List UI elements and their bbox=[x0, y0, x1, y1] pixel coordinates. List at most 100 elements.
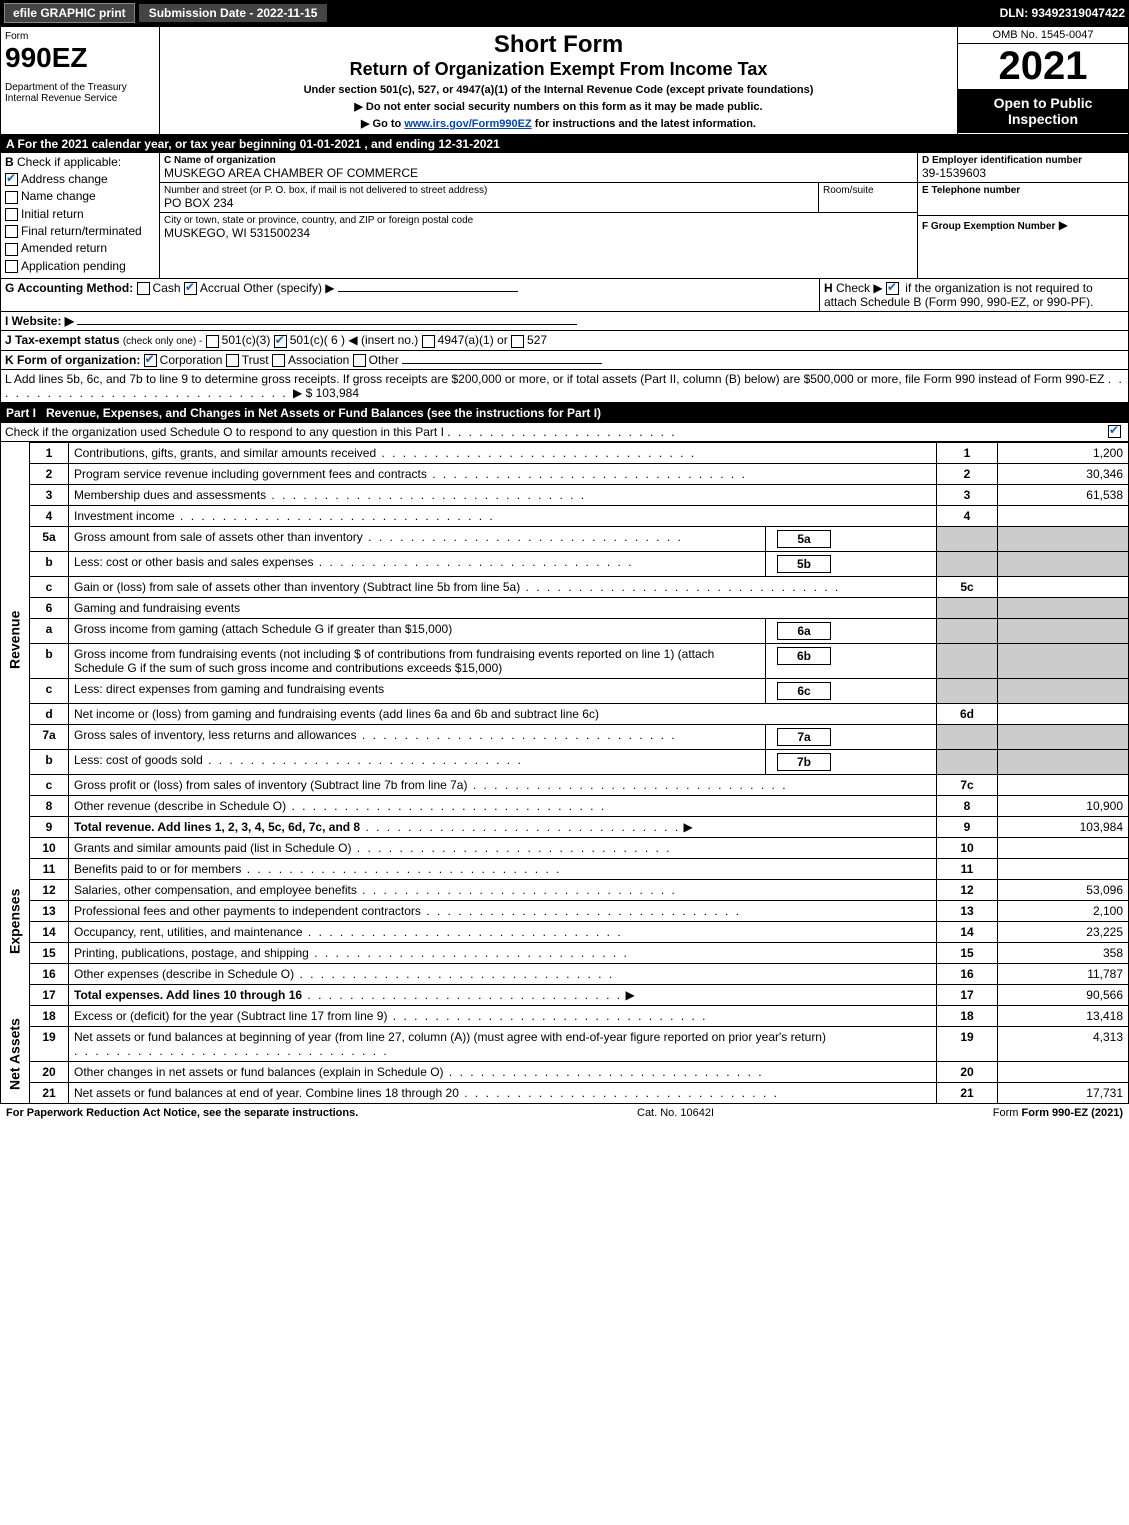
instructions-link-line: ▶ Go to www.irs.gov/Form990EZ for instru… bbox=[164, 117, 953, 130]
chk-501c[interactable] bbox=[274, 335, 287, 348]
line-6a-num: a bbox=[30, 618, 69, 643]
org-street: PO BOX 234 bbox=[164, 196, 814, 210]
line-15-box: 15 bbox=[937, 942, 998, 963]
line-18-desc: Excess or (deficit) for the year (Subtra… bbox=[74, 1009, 387, 1023]
form-number: 990EZ bbox=[5, 42, 155, 74]
k-o1: Corporation bbox=[160, 353, 223, 367]
omb-number: OMB No. 1545-0047 bbox=[958, 27, 1128, 44]
line-6b-desc: Gross income from fundraising events (no… bbox=[74, 647, 714, 675]
part-i-table: Revenue 1 Contributions, gifts, grants, … bbox=[0, 442, 1129, 1104]
c-city-label: City or town, state or province, country… bbox=[164, 215, 913, 226]
line-15-num: 15 bbox=[30, 942, 69, 963]
efile-print-button[interactable]: efile GRAPHIC print bbox=[4, 3, 135, 23]
i-label: I Website: ▶ bbox=[5, 314, 74, 328]
opt-name-change: Name change bbox=[21, 189, 96, 203]
chk-amended-return[interactable] bbox=[5, 243, 18, 256]
chk-4947[interactable] bbox=[422, 335, 435, 348]
submission-date: Submission Date - 2022-11-15 bbox=[139, 4, 328, 22]
ein: 39-1539603 bbox=[922, 166, 1124, 180]
line-10: Expenses 10 Grants and similar amounts p… bbox=[1, 837, 1129, 858]
line-9-desc: Total revenue. Add lines 1, 2, 3, 4, 5c,… bbox=[74, 820, 360, 834]
line-17-box: 17 bbox=[937, 984, 998, 1005]
chk-trust[interactable] bbox=[226, 354, 239, 367]
dept-label: Department of the Treasury Internal Reve… bbox=[5, 82, 155, 104]
line-6d: d Net income or (loss) from gaming and f… bbox=[1, 703, 1129, 724]
line-7b: b Less: cost of goods sold 7b bbox=[1, 749, 1129, 774]
line-13-desc: Professional fees and other payments to … bbox=[74, 904, 421, 918]
line-15: 15 Printing, publications, postage, and … bbox=[1, 942, 1129, 963]
k-o2: Trust bbox=[242, 353, 269, 367]
line-6d-box: 6d bbox=[937, 703, 998, 724]
line-5b-ibox: 5b bbox=[777, 555, 831, 573]
chk-accrual[interactable] bbox=[184, 282, 197, 295]
chk-other-org[interactable] bbox=[353, 354, 366, 367]
line-2-box: 2 bbox=[937, 463, 998, 484]
opt-address-change: Address change bbox=[21, 172, 108, 186]
line-11-desc: Benefits paid to or for members bbox=[74, 862, 241, 876]
chk-name-change[interactable] bbox=[5, 191, 18, 204]
line-10-num: 10 bbox=[30, 837, 69, 858]
chk-final-return[interactable] bbox=[5, 225, 18, 238]
c-street-label: Number and street (or P. O. box, if mail… bbox=[164, 185, 814, 196]
line-6d-amt bbox=[998, 703, 1129, 724]
j-label: J Tax-exempt status bbox=[5, 333, 120, 347]
line-5c-box: 5c bbox=[937, 576, 998, 597]
line-3-num: 3 bbox=[30, 484, 69, 505]
line-14-box: 14 bbox=[937, 921, 998, 942]
chk-cash[interactable] bbox=[137, 282, 150, 295]
chk-501c3[interactable] bbox=[206, 335, 219, 348]
vside-netassets: Net Assets bbox=[1, 1005, 30, 1103]
line-13-box: 13 bbox=[937, 900, 998, 921]
line-4-amt bbox=[998, 505, 1129, 526]
line-10-box: 10 bbox=[937, 837, 998, 858]
h-text: Check ▶ bbox=[836, 281, 883, 295]
part-i-check-text: Check if the organization used Schedule … bbox=[5, 425, 444, 439]
line-7c-num: c bbox=[30, 774, 69, 795]
line-20-desc: Other changes in net assets or fund bala… bbox=[74, 1065, 444, 1079]
chk-corp[interactable] bbox=[144, 354, 157, 367]
j-o4: 527 bbox=[527, 333, 547, 347]
line-1: Revenue 1 Contributions, gifts, grants, … bbox=[1, 442, 1129, 463]
line-12-amt: 53,096 bbox=[998, 879, 1129, 900]
chk-527[interactable] bbox=[511, 335, 524, 348]
line-21-num: 21 bbox=[30, 1082, 69, 1103]
form-word: Form bbox=[5, 31, 155, 42]
line-6a-desc: Gross income from gaming (attach Schedul… bbox=[74, 622, 452, 636]
line-19-amt: 4,313 bbox=[998, 1026, 1129, 1061]
line-8: 8 Other revenue (describe in Schedule O)… bbox=[1, 795, 1129, 816]
line-13: 13 Professional fees and other payments … bbox=[1, 900, 1129, 921]
chk-h[interactable] bbox=[886, 282, 899, 295]
line-1-desc: Contributions, gifts, grants, and simila… bbox=[74, 446, 376, 460]
chk-application-pending[interactable] bbox=[5, 260, 18, 273]
line-11: 11 Benefits paid to or for members 11 bbox=[1, 858, 1129, 879]
l-val: $ 103,984 bbox=[306, 386, 359, 400]
chk-assoc[interactable] bbox=[272, 354, 285, 367]
line-11-amt bbox=[998, 858, 1129, 879]
irs-link[interactable]: www.irs.gov/Form990EZ bbox=[404, 118, 531, 130]
chk-initial-return[interactable] bbox=[5, 208, 18, 221]
form-header: Form 990EZ Department of the Treasury In… bbox=[0, 26, 1129, 135]
line-12-desc: Salaries, other compensation, and employ… bbox=[74, 883, 357, 897]
line-13-amt: 2,100 bbox=[998, 900, 1129, 921]
line-21-box: 21 bbox=[937, 1082, 998, 1103]
line-5c-desc: Gain or (loss) from sale of assets other… bbox=[74, 580, 520, 594]
section-k: K Form of organization: Corporation Trus… bbox=[0, 351, 1129, 370]
line-6c: c Less: direct expenses from gaming and … bbox=[1, 678, 1129, 703]
line-3-amt: 61,538 bbox=[998, 484, 1129, 505]
line-1-num: 1 bbox=[30, 442, 69, 463]
part-i-checknote: Check if the organization used Schedule … bbox=[0, 423, 1129, 442]
line-6b: b Gross income from fundraising events (… bbox=[1, 643, 1129, 678]
line-5c-amt bbox=[998, 576, 1129, 597]
line-6b-num: b bbox=[30, 643, 69, 678]
g-accrual: Accrual bbox=[200, 281, 240, 295]
line-20: 20 Other changes in net assets or fund b… bbox=[1, 1061, 1129, 1082]
org-city: MUSKEGO, WI 531500234 bbox=[164, 226, 913, 240]
chk-address-change[interactable] bbox=[5, 173, 18, 186]
l-arrow: ▶ bbox=[293, 386, 302, 400]
h-label: H bbox=[824, 281, 833, 295]
ssn-warning: ▶ Do not enter social security numbers o… bbox=[164, 100, 953, 113]
chk-part-i[interactable] bbox=[1108, 425, 1121, 438]
opt-initial-return: Initial return bbox=[21, 207, 84, 221]
line-7b-num: b bbox=[30, 749, 69, 774]
under-section: Under section 501(c), 527, or 4947(a)(1)… bbox=[164, 84, 953, 96]
